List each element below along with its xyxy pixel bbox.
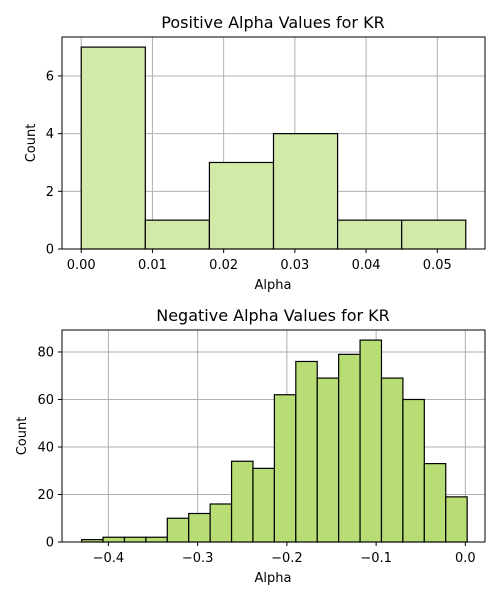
histogram-bar <box>145 536 168 543</box>
x-tick-label: −0.3 <box>182 551 214 566</box>
x-tick-label: 0.03 <box>280 258 309 273</box>
x-tick-label: 0.0 <box>455 551 476 566</box>
histogram-bar <box>273 394 297 543</box>
y-tick-label: 40 <box>37 440 54 455</box>
x-ticks: −0.4 −0.3 −0.2 −0.1 0.0 <box>93 542 476 566</box>
histogram-bar <box>166 517 190 543</box>
histogram-bar <box>144 219 211 250</box>
y-tick-label: 4 <box>46 127 54 142</box>
x-tick-label: 0.02 <box>209 258 238 273</box>
y-tick-label: 0 <box>46 536 54 551</box>
y-ticks: 0 2 4 6 <box>46 69 62 258</box>
histogram-bar <box>359 339 383 543</box>
y-axis-label: Count <box>24 124 39 163</box>
bars <box>80 46 467 250</box>
histogram-bar <box>272 133 339 250</box>
histogram-bar <box>316 377 340 543</box>
y-tick-label: 0 <box>46 243 54 258</box>
histogram-bar <box>380 377 404 543</box>
x-tick-label: 0.00 <box>67 258 96 273</box>
histogram-bar <box>402 398 425 543</box>
histogram-bar <box>401 219 467 250</box>
y-tick-label: 20 <box>37 488 54 503</box>
x-tick-label: −0.2 <box>271 551 303 566</box>
x-tick-label: 0.01 <box>138 258 167 273</box>
x-axis-label: Alpha <box>255 571 292 586</box>
y-tick-label: 6 <box>46 69 54 84</box>
x-axis-label: Alpha <box>255 278 292 293</box>
histogram-bar <box>230 460 254 543</box>
negative-alpha-histogram: Negative Alpha Values for KR −0.4 −0.3 −0.… <box>15 306 486 586</box>
x-tick-label: 0.05 <box>423 258 452 273</box>
y-axis-label: Count <box>15 417 30 456</box>
histogram-bar <box>336 219 403 250</box>
chart-title: Negative Alpha Values for KR <box>156 306 390 325</box>
y-ticks: 0 20 40 60 80 <box>37 345 62 551</box>
histogram-bar <box>209 503 233 543</box>
bars <box>81 339 468 543</box>
y-tick-label: 2 <box>46 185 54 200</box>
histogram-bar <box>208 161 275 250</box>
histogram-bar <box>295 360 318 543</box>
plot-frame <box>61 329 486 543</box>
histogram-bar <box>423 463 447 543</box>
plot-frame <box>61 36 486 250</box>
histogram-bar <box>102 536 126 543</box>
histogram-bar <box>252 467 275 543</box>
y-tick-label: 80 <box>37 345 54 360</box>
histogram-bar <box>188 512 211 543</box>
positive-alpha-histogram: Positive Alpha Values for KR 0.00 0.01 0.0… <box>24 13 486 293</box>
histogram-bar <box>445 496 468 543</box>
y-tick-label: 60 <box>37 393 54 408</box>
histogram-bar <box>338 353 361 543</box>
histogram-bar <box>80 46 146 250</box>
x-tick-label: −0.1 <box>360 551 392 566</box>
chart-title: Positive Alpha Values for KR <box>161 13 384 32</box>
x-ticks: 0.00 0.01 0.02 0.03 0.04 0.05 <box>67 249 452 273</box>
histogram-bar <box>123 536 147 543</box>
x-tick-label: −0.4 <box>93 551 125 566</box>
x-tick-label: 0.04 <box>352 258 381 273</box>
